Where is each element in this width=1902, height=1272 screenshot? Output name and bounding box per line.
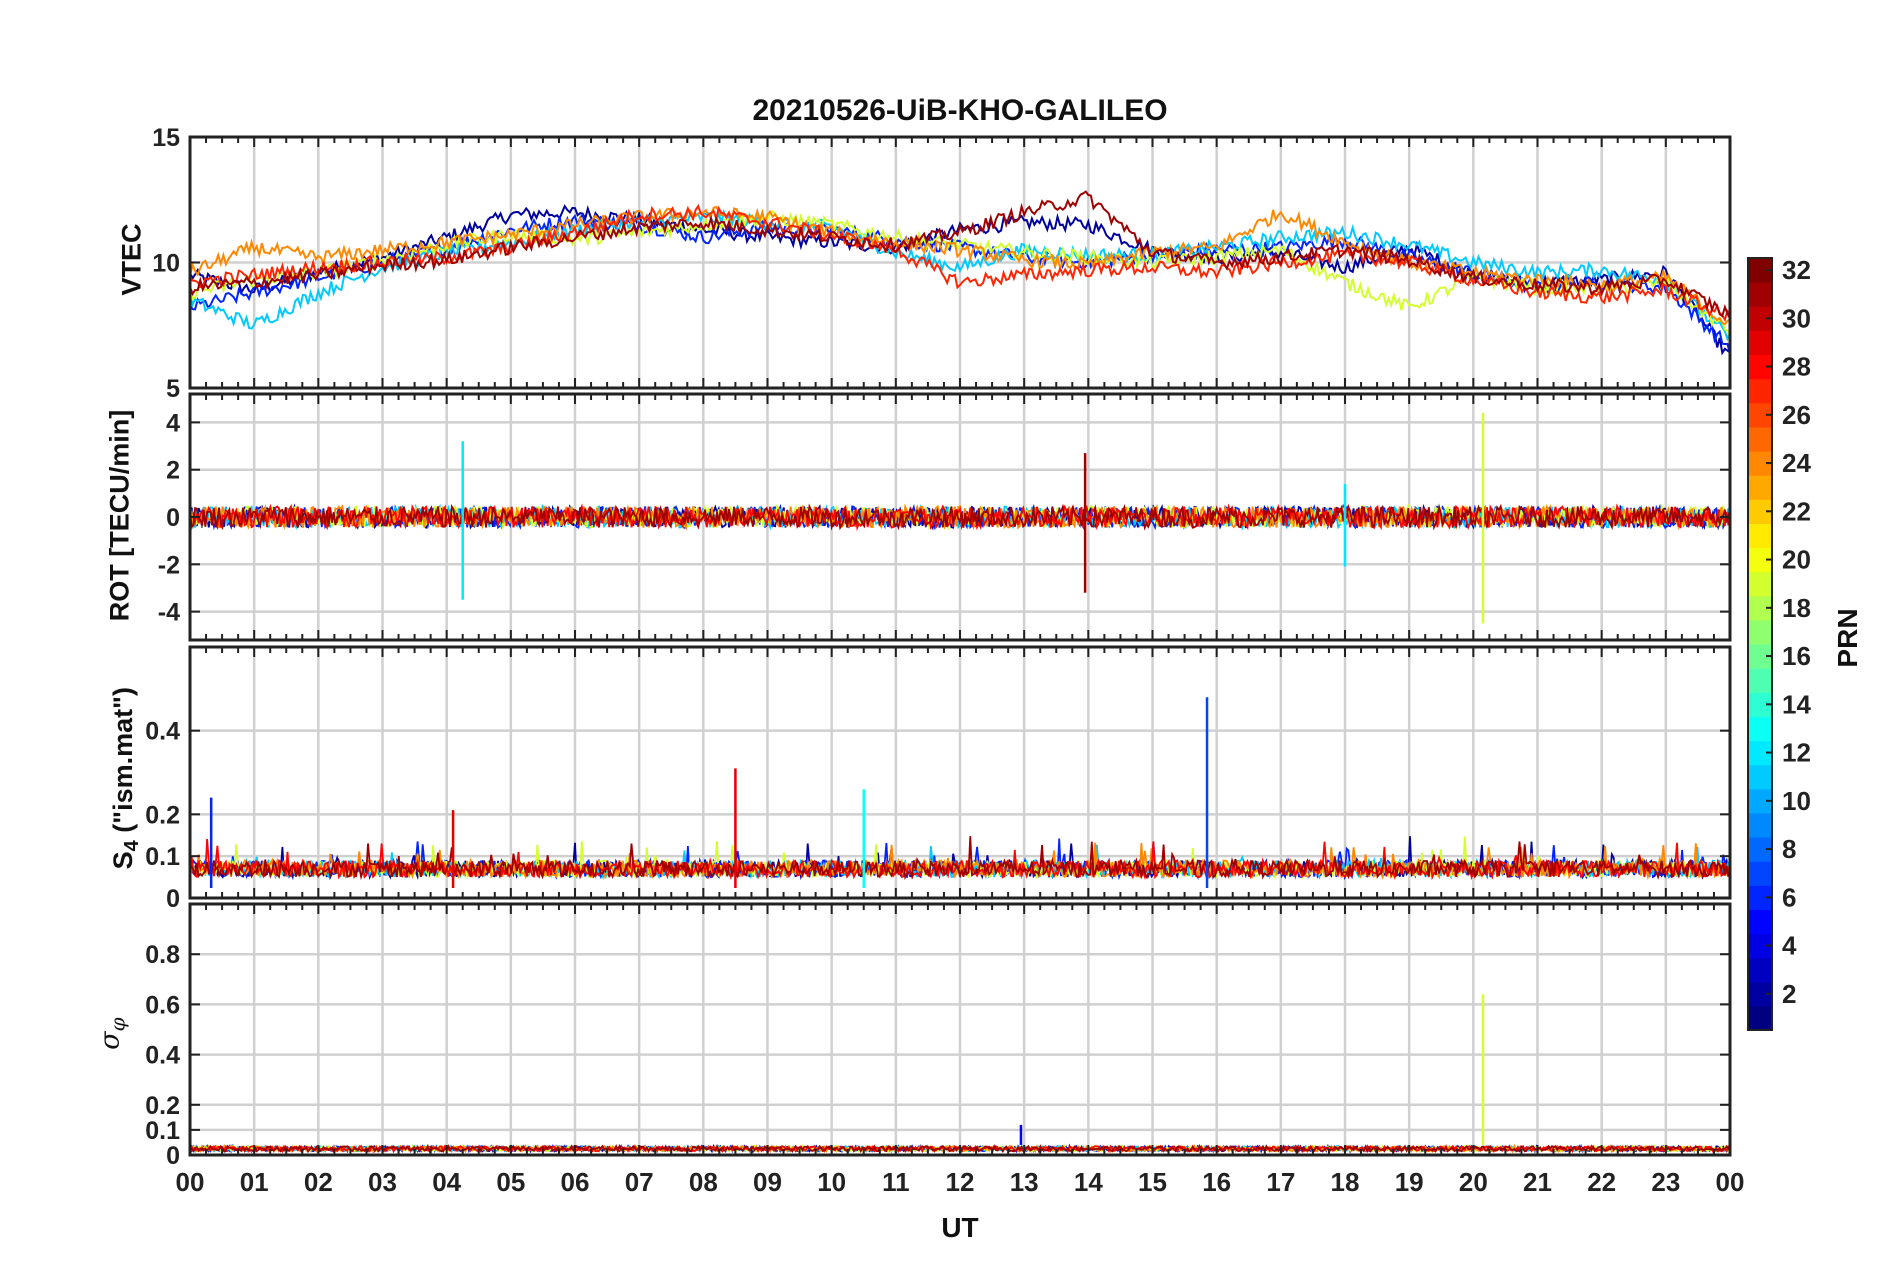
sigma_phi-ytick-label: 0	[166, 1142, 180, 1170]
colorbar-tick-label: 22	[1782, 496, 1811, 526]
colorbar-segment	[1748, 716, 1772, 742]
rot-ytick-label: 4	[166, 409, 180, 437]
x-tick-label: 05	[496, 1167, 525, 1197]
colorbar-segment	[1748, 668, 1772, 693]
s4-ytick-label: 0.4	[145, 718, 180, 746]
colorbar-segment	[1748, 523, 1772, 549]
x-tick-label: 16	[1202, 1167, 1231, 1197]
colorbar-segment	[1748, 1005, 1772, 1031]
x-tick-label: 14	[1074, 1167, 1103, 1197]
x-tick-label: 00	[1716, 1167, 1745, 1197]
sigma-phi-ylabel-sub: φ	[105, 1017, 130, 1032]
colorbar-tick-label: 30	[1782, 303, 1811, 333]
s4-ytick-label: 0	[166, 885, 180, 913]
colorbar-segment	[1748, 619, 1772, 645]
colorbar-box	[1747, 257, 1773, 1031]
colorbar-segment	[1748, 426, 1772, 452]
colorbar-tick-label: 32	[1782, 255, 1811, 285]
rot-ylabel: ROT [TECU/min]	[104, 409, 135, 622]
colorbar-label: PRN	[1832, 608, 1863, 668]
colorbar-segment	[1748, 475, 1772, 500]
colorbar-segment	[1748, 812, 1772, 838]
s4-ytick-label: 0.2	[145, 801, 180, 829]
colorbar-segment	[1748, 330, 1772, 356]
x-tick-label: 04	[432, 1167, 461, 1197]
s4-ylabel-main: S	[107, 851, 138, 870]
vtec-ytick-label: 15	[152, 124, 180, 152]
x-tick-label: 12	[946, 1167, 975, 1197]
colorbar-tick-label: 28	[1782, 352, 1811, 382]
colorbar-segment	[1748, 764, 1772, 790]
rot-series-prn-31	[189, 503, 1731, 531]
vtec-series-prn-11	[189, 208, 1731, 342]
colorbar-tick-label: 8	[1782, 834, 1796, 864]
rot-ytick-label: -2	[158, 551, 180, 579]
colorbar-segment	[1748, 282, 1772, 307]
colorbar-tick-label: 12	[1782, 738, 1811, 768]
s4-series-prn-31	[189, 836, 1731, 881]
x-tick-label: 21	[1523, 1167, 1552, 1197]
colorbar-segment	[1748, 909, 1772, 935]
sigma_phi-ytick-label: 0.6	[145, 991, 180, 1019]
colorbar-tick-label: 16	[1782, 641, 1811, 671]
s4-ylabel-rest: ("ism.mat")	[107, 687, 138, 841]
colorbar-segment	[1748, 378, 1772, 404]
sigma-phi-ylabel-main: σ	[94, 1031, 126, 1050]
x-tick-label: 07	[625, 1167, 654, 1197]
x-tick-label: 22	[1587, 1167, 1616, 1197]
x-tick-label: 01	[240, 1167, 269, 1197]
colorbar-tick-label: 24	[1782, 448, 1811, 478]
vtec-ytick-label: 5	[166, 375, 180, 403]
x-tick-label: 20	[1459, 1167, 1488, 1197]
chart-title: 20210526-UiB-KHO-GALILEO	[752, 94, 1168, 127]
x-tick-label: 00	[176, 1167, 205, 1197]
rot-ytick-label: 0	[166, 504, 180, 532]
x-tick-label: 13	[1010, 1167, 1039, 1197]
x-tick-label: 23	[1651, 1167, 1680, 1197]
rot-ytick-label: 2	[166, 457, 180, 485]
x-tick-label: 03	[368, 1167, 397, 1197]
x-tick-label: 08	[689, 1167, 718, 1197]
sigma_phi-ytick-label: 0.2	[145, 1092, 180, 1120]
colorbar-tick-label: 10	[1782, 786, 1811, 816]
sigma-phi-ylabel: σφ	[94, 1004, 129, 1064]
colorbar-tick-label: 20	[1782, 545, 1811, 575]
vtec-ylabel: VTEC	[116, 223, 147, 296]
colorbar-tick-label: 14	[1782, 689, 1811, 719]
sigma_phi-ytick-label: 0.4	[145, 1042, 180, 1070]
rot-ytick-label: -4	[158, 599, 180, 627]
vtec-ytick-label: 10	[152, 250, 180, 278]
colorbar-segment	[1748, 957, 1772, 983]
vtec-series-prn-24	[189, 205, 1731, 326]
sigma_phi-ytick-label: 0.1	[145, 1117, 180, 1145]
x-tick-label: 10	[817, 1167, 846, 1197]
colorbar-tick-label: 4	[1782, 931, 1797, 961]
s4-ylabel-sub: 4	[121, 840, 144, 852]
colorbar-tick-label: 6	[1782, 882, 1796, 912]
colorbar-tick-label: 2	[1782, 979, 1796, 1009]
colorbar-tick-label: 26	[1782, 400, 1811, 430]
x-tick-label: 02	[304, 1167, 333, 1197]
x-tick-label: 06	[561, 1167, 590, 1197]
vtec-series-prn-31	[189, 190, 1731, 320]
s4-ytick-label: 0.1	[145, 843, 180, 871]
colorbar-segment	[1748, 861, 1772, 886]
colorbar-tick-label: 18	[1782, 593, 1811, 623]
s4-ylabel: S4 ("ism.mat")	[108, 648, 144, 908]
x-axis-label: UT	[941, 1212, 979, 1243]
x-tick-label: 11	[882, 1167, 910, 1197]
x-tick-label: 15	[1138, 1167, 1167, 1197]
colorbar-segment	[1748, 571, 1772, 597]
x-tick-label: 18	[1331, 1167, 1360, 1197]
sigma_phi-ytick-label: 0.8	[145, 941, 180, 969]
x-tick-label: 17	[1266, 1167, 1295, 1197]
x-tick-label: 09	[753, 1167, 782, 1197]
x-tick-label: 19	[1395, 1167, 1424, 1197]
